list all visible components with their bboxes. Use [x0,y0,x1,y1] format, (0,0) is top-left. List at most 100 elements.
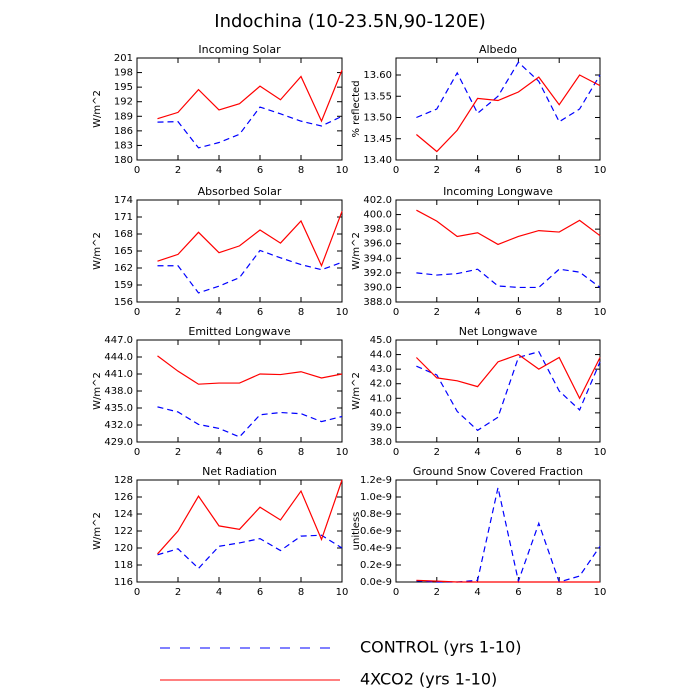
x-tick-label: 0 [393,447,399,458]
y-tick-label: 13.45 [363,134,392,145]
x-tick-label: 10 [336,307,349,318]
y-tick-label: 128 [114,475,133,486]
x-tick-label: 4 [474,447,480,458]
x-tick-label: 0 [393,165,399,176]
series-line [416,487,601,584]
x-tick-label: 8 [298,307,304,318]
y-tick-label: 159 [114,280,133,291]
panel-title: Net Longwave [459,325,538,338]
x-tick-label: 4 [216,307,222,318]
y-tick-label: 438.0 [104,386,133,397]
panel-title: Ground Snow Covered Fraction [413,465,583,478]
y-tick-label: 1.2e-9 [360,475,392,486]
series-line [416,209,601,246]
y-tick-label: 39.0 [370,422,392,433]
y-tick-label: 435.0 [104,403,133,414]
y-tick-label: 171 [114,212,133,223]
y-tick-label: 38.0 [370,437,392,448]
y-tick-label: 42.0 [370,379,392,390]
x-tick-label: 6 [257,307,263,318]
series-line [157,211,343,268]
series-line [416,579,600,583]
x-tick-label: 6 [515,307,521,318]
y-axis-label: unitless [351,512,362,551]
x-tick-label: 4 [216,165,222,176]
x-tick-label: 2 [434,587,440,598]
y-tick-label: 195 [114,82,133,93]
plot-frame [136,57,343,161]
x-tick-label: 8 [556,447,562,458]
y-tick-label: 0.6e-9 [360,526,392,537]
series-line [416,61,601,123]
legend-label: 4XCO2 (yrs 1-10) [360,670,497,689]
y-tick-label: 441.0 [104,369,133,380]
series-line [157,249,343,294]
y-tick-label: 13.40 [363,155,392,166]
x-tick-label: 10 [336,165,349,176]
x-tick-label: 6 [257,447,263,458]
y-tick-label: 124 [114,509,133,520]
y-axis-label: W/m^2 [92,90,103,128]
y-tick-label: 0.2e-9 [360,560,392,571]
x-tick-label: 8 [556,165,562,176]
series-line [416,268,601,289]
y-tick-label: 43.0 [370,364,392,375]
x-tick-label: 4 [474,587,480,598]
figure-title: Indochina (10-23.5N,90-120E) [214,11,485,32]
panel-title: Absorbed Solar [198,185,282,198]
y-tick-label: 174 [114,195,133,206]
x-tick-label: 6 [257,165,263,176]
x-tick-label: 0 [393,307,399,318]
series-line [157,355,343,385]
series-line [415,353,601,400]
x-tick-label: 4 [216,587,222,598]
series-line [416,350,601,432]
plot-frame [136,479,343,583]
y-tick-label: 189 [114,111,133,122]
x-tick-label: 0 [393,587,399,598]
y-tick-label: 165 [114,246,133,257]
x-tick-label: 2 [434,307,440,318]
x-tick-label: 6 [515,587,521,598]
y-tick-label: 0.8e-9 [360,509,392,520]
series-line [157,479,343,555]
y-axis-label: W/m^2 [92,512,103,550]
y-axis-label: W/m^2 [351,232,362,270]
x-tick-label: 0 [134,447,140,458]
x-tick-label: 2 [175,587,181,598]
y-tick-label: 45.0 [370,335,392,346]
y-axis-label: % reflected [351,80,362,137]
y-tick-label: 180 [114,155,133,166]
series-line [157,534,343,570]
y-axis-label: W/m^2 [92,372,103,410]
x-tick-label: 2 [434,447,440,458]
legend-label: CONTROL (yrs 1-10) [360,638,521,657]
y-tick-label: 0.4e-9 [360,543,392,554]
x-tick-label: 0 [134,587,140,598]
x-tick-label: 10 [594,165,607,176]
plot-frame [136,199,343,303]
x-tick-label: 8 [556,307,562,318]
series-line [157,69,343,123]
y-tick-label: 168 [114,229,133,240]
x-tick-label: 6 [515,447,521,458]
y-tick-label: 13.60 [363,70,392,81]
y-tick-label: 429.0 [104,437,133,448]
plot-frame [395,57,601,161]
y-tick-label: 394.0 [363,253,392,264]
y-tick-label: 13.50 [363,113,392,124]
y-tick-label: 120 [114,543,133,554]
plot-frame [395,479,601,583]
y-tick-label: 13.55 [363,91,392,102]
x-tick-label: 2 [175,165,181,176]
y-tick-label: 41.0 [370,393,392,404]
y-tick-label: 201 [114,53,133,64]
panel-title: Net Radiation [202,465,277,478]
series-line [157,106,343,149]
plot-frame [395,199,601,303]
y-tick-label: 44.0 [370,350,392,361]
y-tick-label: 122 [114,526,133,537]
y-tick-label: 118 [114,560,133,571]
y-tick-label: 183 [114,140,133,151]
panel-title: Emitted Longwave [188,325,290,338]
